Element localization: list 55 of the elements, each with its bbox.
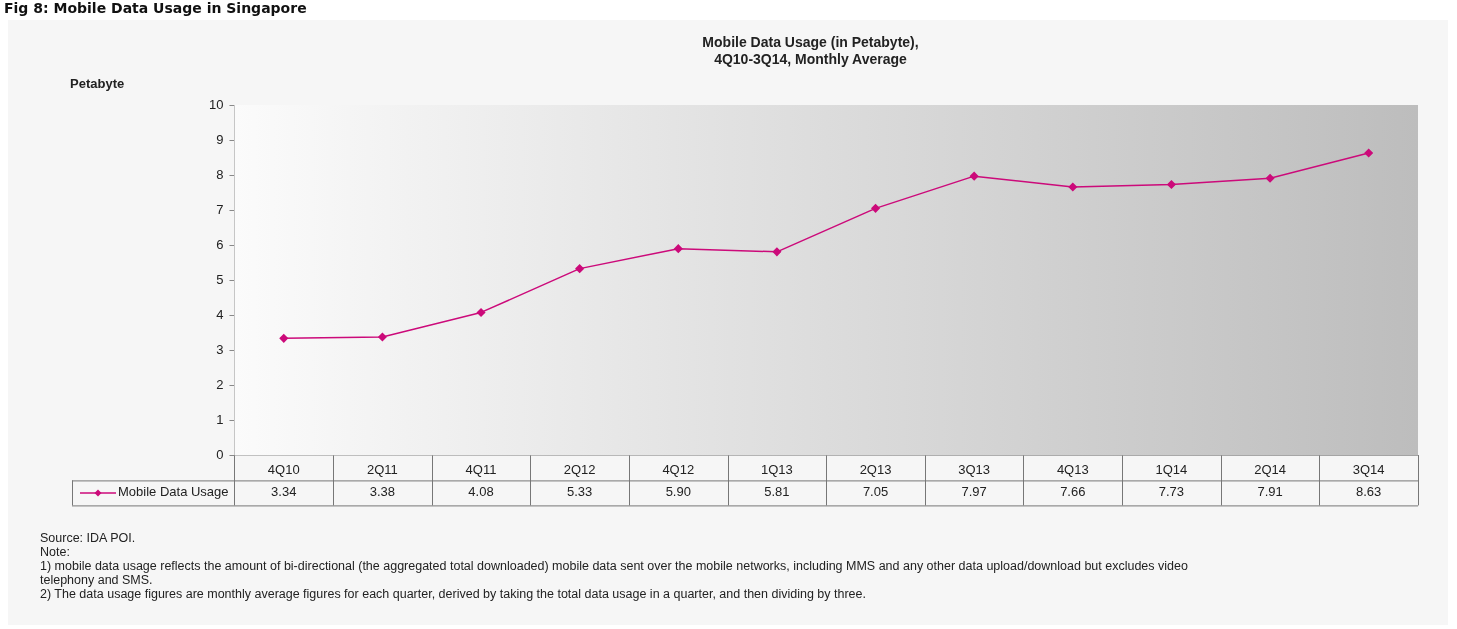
y-tick-label: 5: [216, 271, 224, 287]
y-tick-label: 0: [216, 446, 224, 462]
y-tick-label: 6: [216, 236, 224, 252]
point: [1068, 182, 1078, 192]
data-label: 4.08: [468, 484, 494, 500]
chart-title: Mobile Data Usage (in Petabyte), 4Q10-3Q14, Monthly Average: [702, 33, 919, 68]
x-tick-label: 4Q11: [465, 461, 497, 477]
x-tick-label: 4Q12: [662, 461, 695, 477]
y-tick-label: 2: [216, 376, 224, 392]
y-tick-label: 1: [216, 411, 224, 427]
y-tick-label: 8: [216, 166, 224, 182]
x-tick-label: 2Q12: [563, 461, 596, 477]
point: [772, 247, 782, 257]
legend-label: Mobile Data Usage: [118, 484, 229, 500]
data-label: 3.34: [271, 484, 297, 500]
text: 1) mobile data usage reflects the amount of bi-directional (the aggregated total downloaded) mobile data sent over the mobile networks, including MMS and any other data upload/download but excludes video telephony and SMS.: [40, 559, 1189, 587]
x-tick-label: 1Q13: [761, 461, 793, 477]
point: [1265, 173, 1275, 183]
x-tick-label: 4Q10: [267, 461, 300, 477]
point: [279, 334, 289, 343]
x-tick-label: 2Q14: [1254, 461, 1286, 477]
data-label: 8.63: [1356, 484, 1382, 500]
data-label: 5.81: [764, 484, 790, 500]
y-tick-label: 9: [216, 131, 224, 147]
data-label: 7.05: [862, 484, 889, 500]
x-tick-label: 2Q11: [366, 461, 398, 477]
text: Petabyte: [70, 76, 125, 91]
text: 2) The data usage figures are monthly average figures for each quarter, derived by taking the total data usage in a quarter, and then dividing by three.: [40, 587, 867, 601]
y-tick-label: 4: [216, 306, 224, 322]
x-tick-label: 1Q14: [1155, 461, 1188, 477]
x-tick-label: 3Q14: [1352, 461, 1385, 477]
y-tick-label: 7: [216, 201, 224, 217]
point: [871, 204, 880, 213]
y-tick-label: 3: [216, 341, 224, 357]
data-label: 5.33: [567, 484, 593, 500]
data-label: 3.38: [369, 484, 396, 500]
point: [969, 171, 979, 181]
data-label: 7.66: [1060, 484, 1086, 500]
point: [1167, 180, 1176, 189]
text: Note:: [40, 545, 71, 559]
data-label: 5.90: [665, 484, 691, 500]
source-note: Source: IDA POI.: [40, 531, 137, 545]
data-label: 7.97: [961, 484, 987, 500]
point: [674, 244, 683, 253]
data-label: 7.73: [1158, 484, 1185, 500]
data-label: 7.91: [1257, 484, 1283, 500]
y-tick-label: 10: [208, 96, 224, 112]
caption: Fig 8: Mobile Data Usage in Singapore: [4, 0, 307, 16]
point: [378, 332, 387, 342]
point: [1364, 148, 1373, 158]
x-tick-label: 2Q13: [859, 461, 892, 477]
point: [476, 308, 486, 317]
point: [575, 264, 584, 273]
x-tick-label: 3Q13: [958, 461, 991, 477]
x-tick-label: 4Q13: [1056, 461, 1089, 477]
